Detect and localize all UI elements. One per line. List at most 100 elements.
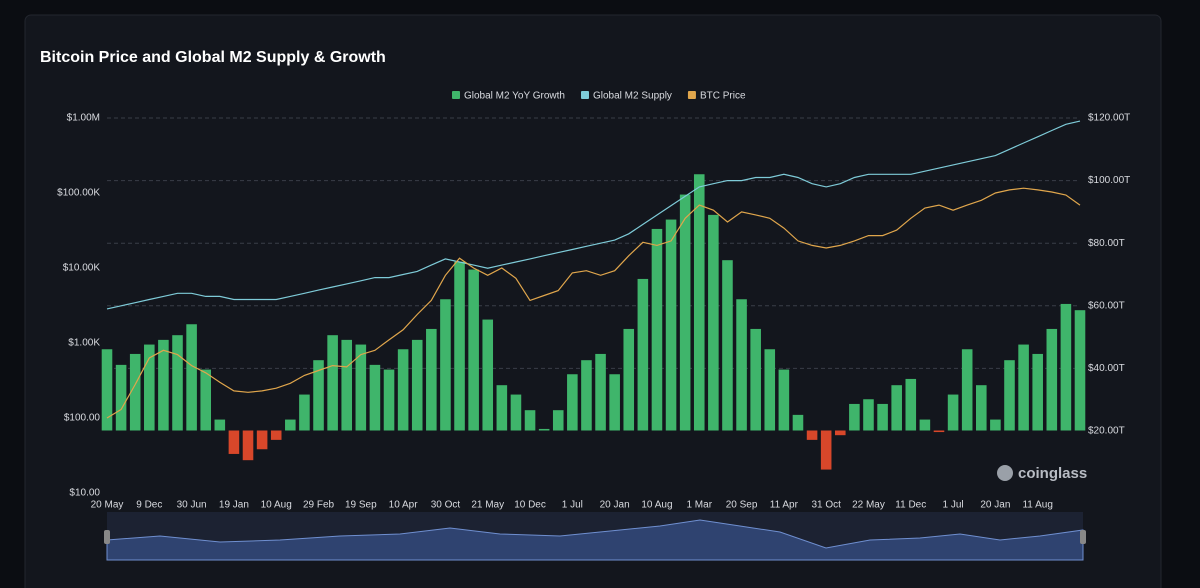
bar [976, 385, 987, 431]
bar [214, 419, 226, 431]
line [106, 187, 1081, 419]
bar [1074, 310, 1086, 431]
x-tick-label: 19 Jan [219, 500, 249, 511]
x-tick-label: 1 Mar [686, 500, 712, 511]
bar [581, 360, 592, 431]
x-tick-label: 21 May [471, 500, 504, 511]
y2-tick-label: $60.00T [1088, 300, 1125, 311]
bar [665, 219, 677, 431]
x-tick-label: 10 Aug [641, 500, 672, 511]
bar [158, 339, 169, 431]
navigator-handle[interactable] [104, 530, 110, 544]
x-tick-label: 1 Jul [562, 500, 583, 511]
bar [228, 430, 240, 454]
bar [919, 419, 931, 431]
bar [750, 328, 761, 431]
x-tick-label: 20 May [91, 500, 124, 511]
x-tick-label: 20 Jan [600, 500, 630, 511]
bar [1018, 344, 1029, 431]
bar [708, 214, 719, 431]
bar [849, 403, 860, 431]
x-tick-label: 20 Sep [726, 500, 758, 511]
bar [736, 299, 747, 431]
bar [172, 335, 183, 431]
bar [891, 385, 902, 431]
bar [834, 430, 846, 436]
x-tick-label: 9 Dec [136, 500, 162, 511]
bar [764, 349, 776, 431]
bar [101, 349, 113, 431]
chart-title: Bitcoin Price and Global M2 Supply & Gro… [40, 49, 386, 66]
x-tick-label: 11 Aug [1022, 500, 1052, 511]
watermark: coinglass [997, 465, 1087, 482]
y-tick-label: $100.00 [64, 413, 101, 424]
x-tick-label: 10 Dec [514, 500, 546, 511]
bar [383, 369, 395, 431]
legend-label: Global M2 Supply [593, 91, 672, 102]
bar [426, 328, 437, 431]
x-tick-label: 11 Dec [895, 500, 926, 511]
y2-tick-label: $20.00T [1088, 426, 1125, 437]
bar [186, 324, 197, 431]
bars [101, 174, 1086, 470]
y-tick-label: $10.00K [63, 263, 101, 274]
bar [722, 260, 733, 431]
bar [242, 430, 254, 461]
bar [496, 385, 508, 431]
x-tick-label: 1 Jul [943, 500, 964, 511]
bar [990, 419, 1001, 431]
bar [651, 228, 663, 431]
legend-label: Global M2 YoY Growth [464, 91, 565, 102]
y-tick-label: $1.00M [67, 113, 100, 124]
bar [313, 360, 324, 431]
bar [327, 335, 338, 431]
bar [369, 364, 381, 431]
bar [538, 428, 550, 431]
bar [285, 419, 296, 431]
x-tick-label: 10 Aug [261, 500, 292, 511]
bar [397, 349, 409, 431]
bar [440, 299, 451, 431]
legend-label: BTC Price [700, 91, 746, 102]
bar [609, 374, 620, 431]
y2-tick-label: $40.00T [1088, 363, 1125, 374]
x-tick-label: 11 Apr [770, 500, 799, 511]
line [106, 120, 1081, 310]
bar [792, 414, 804, 431]
bar [482, 319, 494, 431]
x-tick-label: 20 Jan [980, 500, 1010, 511]
bar [933, 430, 945, 433]
navigator [104, 512, 1086, 561]
y2-tick-label: $120.00T [1088, 113, 1130, 124]
legend-swatch [687, 91, 696, 99]
bar [1032, 353, 1043, 431]
navigator-area [106, 519, 1084, 561]
bar [679, 194, 691, 431]
navigator-handle[interactable] [1080, 530, 1086, 544]
bar [144, 344, 155, 431]
bar [256, 430, 268, 450]
bar [567, 374, 578, 431]
bar [961, 349, 973, 431]
y2-tick-label: $100.00T [1088, 175, 1130, 186]
bar [905, 378, 917, 431]
bar [947, 394, 959, 431]
bar [693, 174, 705, 431]
bar [341, 339, 353, 431]
bar [468, 269, 479, 431]
bar [877, 403, 888, 431]
y2-tick-label: $80.00T [1088, 238, 1125, 249]
bar [454, 261, 465, 431]
watermark-text: coinglass [1018, 465, 1087, 482]
bar [778, 369, 790, 431]
bar [637, 278, 649, 431]
legend-swatch [581, 91, 589, 99]
bar [355, 344, 367, 431]
bar [595, 353, 606, 431]
bar [623, 328, 635, 431]
bar [552, 410, 564, 431]
x-tick-label: 10 Apr [389, 500, 419, 511]
bar [820, 430, 832, 470]
